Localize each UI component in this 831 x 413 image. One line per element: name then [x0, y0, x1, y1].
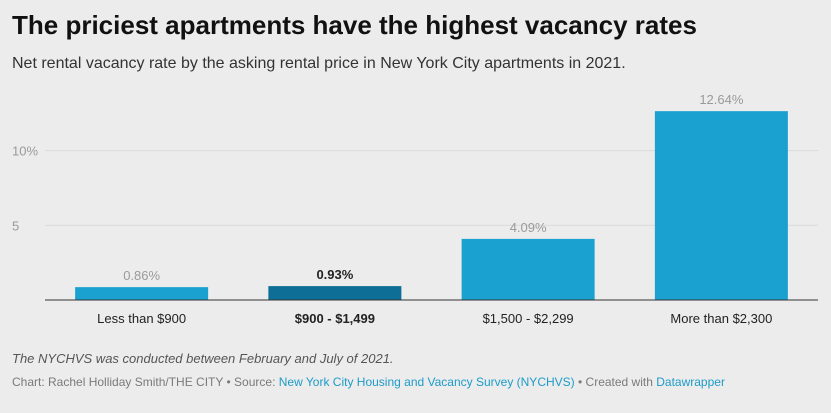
bar-3 — [654, 111, 788, 300]
value-labels: 0.86% 0.93% 4.09% 12.64% — [123, 92, 744, 283]
bar-chart: 0.86% 0.93% 4.09% 12.64% 5 10% Less than $900… — [12, 92, 818, 326]
value-label-0: 0.86% — [123, 268, 160, 283]
value-label-3: 12.64% — [699, 92, 744, 107]
credits-created-with: • Created with — [574, 375, 657, 389]
chart-subtitle: Net rental vacancy rate by the asking re… — [12, 55, 626, 72]
x-tick-label-3: More than $2,300 — [670, 311, 772, 326]
bar-1 — [268, 286, 402, 300]
credits-author-source: Chart: Rachel Holliday Smith/THE CITY • … — [12, 375, 279, 389]
y-tick-label-10: 10% — [12, 144, 38, 159]
chart-credits: Chart: Rachel Holliday Smith/THE CITY • … — [12, 375, 725, 389]
bar-0 — [75, 287, 209, 300]
x-tick-label-0: Less than $900 — [97, 311, 186, 326]
value-label-2: 4.09% — [510, 220, 547, 235]
bars — [75, 111, 788, 300]
y-tick-label-5: 5 — [12, 218, 19, 233]
value-label-1: 0.93% — [316, 267, 353, 282]
chart-title: The priciest apartments have the highest… — [12, 10, 697, 40]
source-link[interactable]: New York City Housing and Vacancy Survey… — [278, 375, 575, 389]
axes: 5 10% Less than $900 $900 - $1,499 $1,500 - … — [12, 144, 818, 326]
bar-2 — [461, 238, 595, 300]
x-tick-label-2: $1,500 - $2,299 — [483, 311, 574, 326]
chart-note: The NYCHVS was conducted between Februar… — [12, 351, 394, 366]
x-tick-label-1: $900 - $1,499 — [295, 311, 375, 326]
datawrapper-link[interactable]: Datawrapper — [656, 375, 725, 389]
